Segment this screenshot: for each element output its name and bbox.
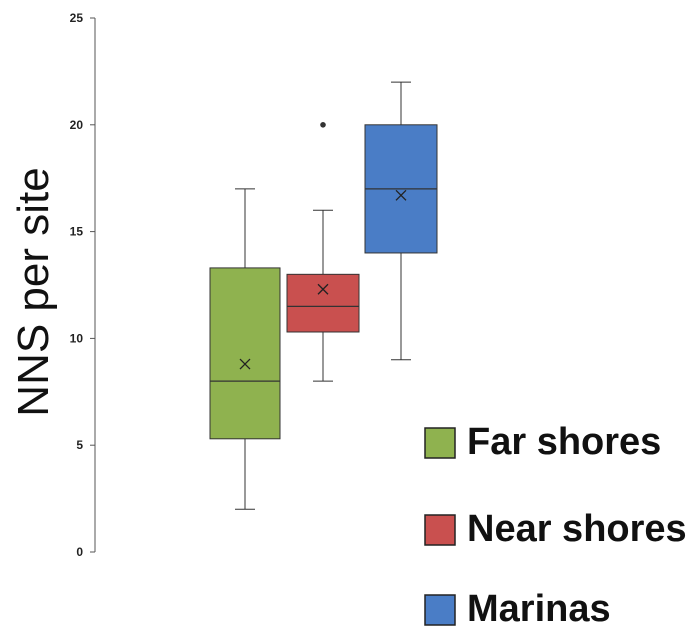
y-tick-label: 5 — [76, 438, 83, 452]
legend-swatch — [424, 427, 456, 459]
y-tick-label: 15 — [70, 225, 84, 239]
box-layer — [209, 81, 438, 510]
y-tick-label: 25 — [70, 11, 84, 25]
y-tick-label: 20 — [70, 118, 84, 132]
mean-marker — [239, 358, 251, 370]
box-near-shores — [286, 122, 360, 382]
legend-item-near-shores: Near shores — [424, 508, 687, 550]
legend-swatch — [424, 594, 456, 626]
box-marinas — [364, 81, 438, 361]
mean-marker-stroke — [239, 358, 251, 370]
y-axis-label: NNS per site — [9, 167, 58, 416]
mean-marker-stroke — [317, 283, 329, 295]
legend-label: Far shores — [467, 421, 661, 463]
iqr-box — [209, 267, 281, 440]
outlier-point — [320, 122, 326, 128]
mean-marker-stroke — [395, 189, 407, 201]
iqr-box — [286, 273, 360, 333]
mean-marker — [395, 189, 407, 201]
box-far-shores — [209, 188, 281, 510]
legend-item-far-shores: Far shores — [424, 421, 661, 463]
legend-label: Marinas — [467, 588, 611, 630]
axis-layer: 0 5 10 15 20 25 — [70, 11, 96, 559]
legend-item-marinas: Marinas — [424, 588, 611, 630]
y-tick-label: 10 — [70, 331, 84, 345]
mean-marker — [317, 283, 329, 295]
y-tick-label: 0 — [76, 545, 83, 559]
legend: Far shores Near shores Marinas — [424, 421, 687, 630]
legend-label: Near shores — [467, 508, 687, 550]
legend-swatch — [424, 514, 456, 546]
